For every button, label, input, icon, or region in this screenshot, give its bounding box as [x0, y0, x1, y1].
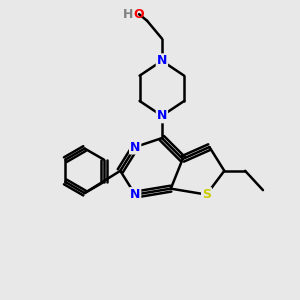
Text: H: H [123, 8, 134, 21]
Text: N: N [157, 109, 167, 122]
Text: S: S [202, 188, 211, 201]
Text: N: N [157, 54, 167, 67]
Text: N: N [130, 188, 140, 201]
Text: N: N [130, 140, 140, 154]
Text: O: O [134, 8, 144, 21]
